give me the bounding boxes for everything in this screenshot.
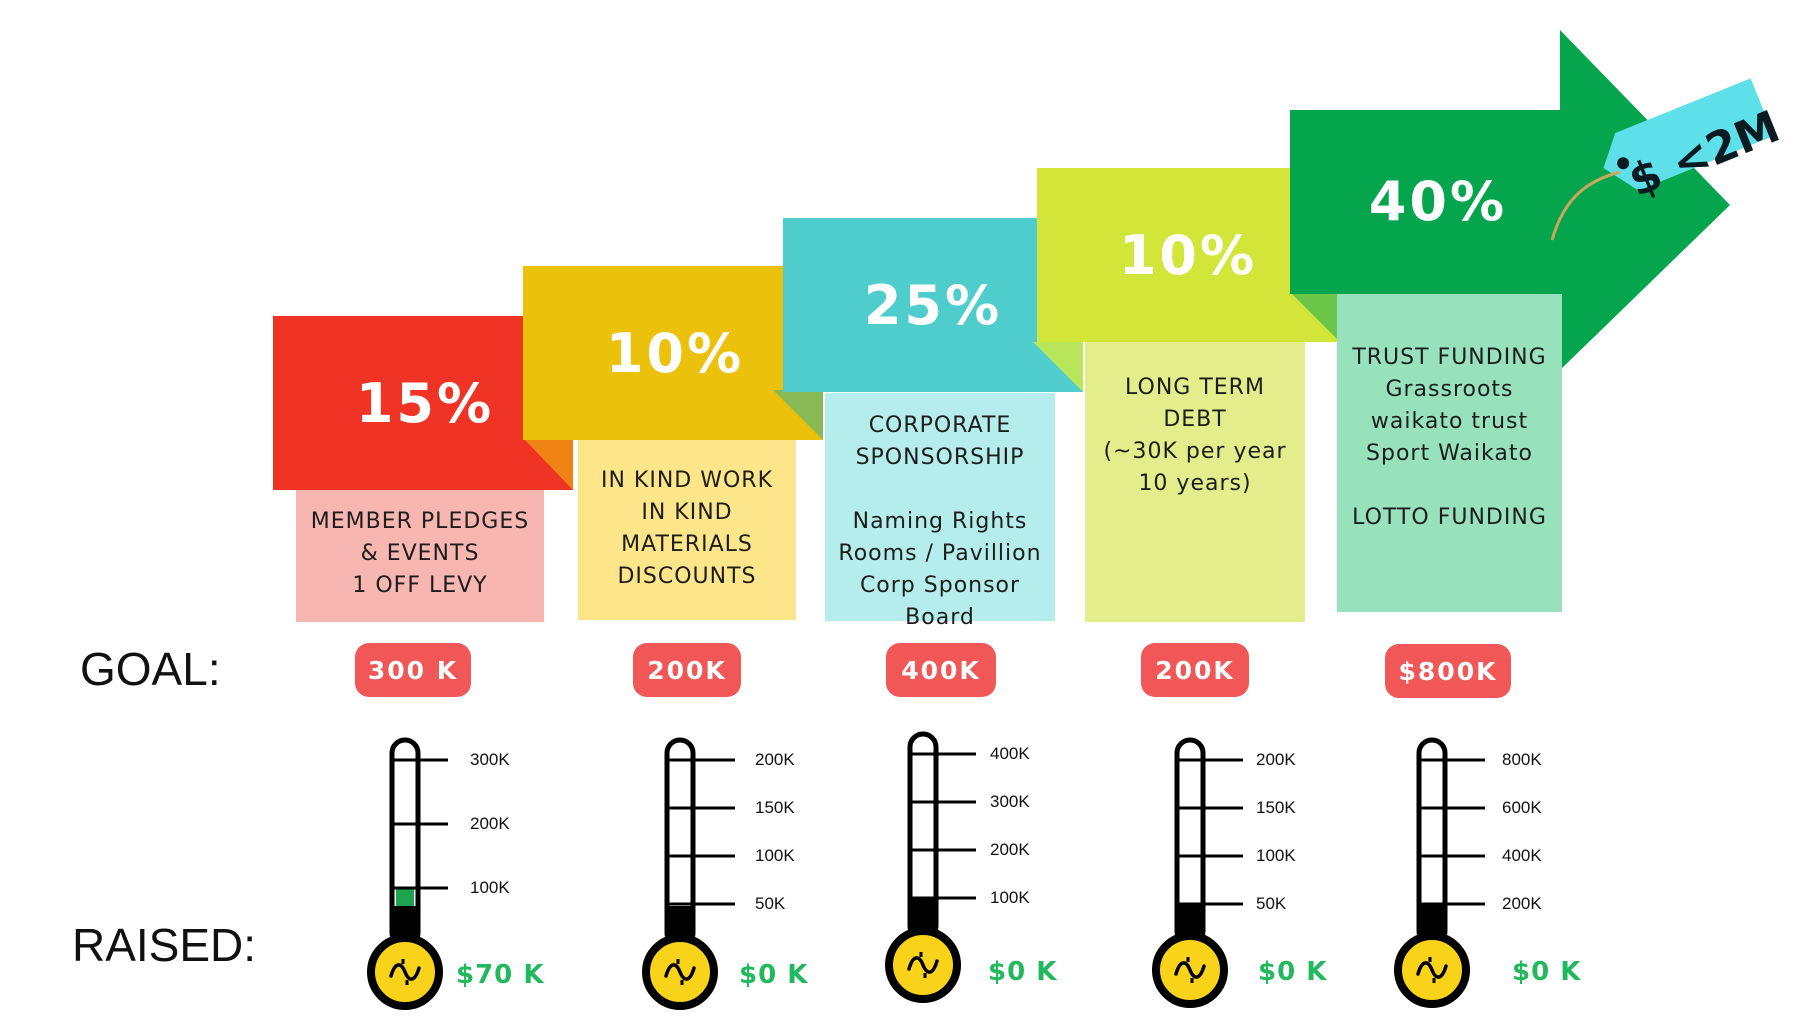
tick-label-2-3: 100K	[755, 846, 795, 865]
tick-label-1-1: 300K	[470, 750, 510, 769]
goal-pill-1: 300 K	[355, 643, 471, 697]
description-1: MEMBER PLEDGES & EVENTS 1 OFF LEVY	[310, 509, 530, 598]
raised-level-1	[396, 888, 414, 906]
fold-lime	[1290, 292, 1340, 342]
percent-1: 15%	[355, 372, 495, 435]
goal-pill-3: 400K	[886, 643, 996, 697]
step-yellow	[523, 266, 823, 440]
raised-label: RAISED:	[72, 919, 257, 971]
box-pink	[296, 490, 544, 622]
tick-label-3-4: 100K	[990, 888, 1030, 907]
dollar-icon-2	[664, 963, 696, 981]
tick-label-3-2: 300K	[990, 792, 1030, 811]
price-tag	[1603, 78, 1774, 191]
description-3: CORPORATE SPONSORSHIP Naming Rights Room…	[838, 413, 1042, 630]
percent-3: 25%	[863, 274, 1003, 337]
raised-amount-3: $0 K	[988, 957, 1058, 987]
description-5: TRUST FUNDING Grassroots waikato trust S…	[1352, 345, 1547, 530]
tick-label-2-1: 200K	[755, 750, 795, 769]
description-4: LONG TERM DEBT (~30K per year 10 years)	[1103, 375, 1287, 496]
tick-label-2-2: 150K	[755, 798, 795, 817]
tag-string	[1550, 170, 1621, 241]
dollar-icon-5	[1416, 961, 1448, 979]
tick-label-5-4: 200K	[1502, 894, 1542, 913]
raised-amount-1: $70 K	[456, 960, 545, 990]
step-lime	[1037, 168, 1337, 342]
tick-label-3-3: 200K	[990, 840, 1030, 859]
box-lightyellow	[578, 440, 796, 620]
tick-label-4-1: 200K	[1256, 750, 1296, 769]
tick-label-4-2: 150K	[1256, 798, 1296, 817]
step-green	[1290, 110, 1580, 294]
goal-pill-2: 200K	[633, 643, 741, 697]
tick-label-5-2: 600K	[1502, 798, 1542, 817]
fold-red	[523, 438, 573, 490]
dollar-icon-3	[907, 956, 939, 974]
arrow-head	[1560, 30, 1730, 370]
dollar-icon-1	[389, 963, 421, 981]
tick-label-1-3: 100K	[470, 878, 510, 897]
raised-amount-2: $0 K	[739, 960, 809, 990]
box-mint	[1337, 294, 1562, 612]
step-teal	[783, 218, 1083, 392]
goal-pill-4: 200K	[1141, 643, 1249, 697]
tick-label-5-1: 800K	[1502, 750, 1542, 769]
goal-pill-5: $800K	[1385, 644, 1511, 698]
raised-amount-4: $0 K	[1258, 957, 1328, 987]
percent-2: 10%	[605, 322, 745, 385]
percent-4: 10%	[1118, 224, 1258, 287]
tick-label-2-4: 50K	[755, 894, 786, 913]
percent-5: 40%	[1368, 170, 1508, 233]
tick-label-5-3: 400K	[1502, 846, 1542, 865]
fold-teal	[1033, 342, 1083, 392]
fold-yellow	[773, 390, 823, 440]
tick-label-1-2: 200K	[470, 814, 510, 833]
tick-label-4-3: 100K	[1256, 846, 1296, 865]
description-2: IN KIND WORK IN KIND MATERIALS DISCOUNTS	[600, 468, 774, 589]
tick-label-3-1: 400K	[990, 744, 1030, 763]
raised-amount-5: $0 K	[1512, 957, 1582, 987]
tick-label-4-4: 50K	[1256, 894, 1287, 913]
box-lightteal	[825, 393, 1055, 621]
box-lightlime	[1085, 342, 1305, 622]
dollar-icon-4	[1174, 961, 1206, 979]
goal-label: GOAL:	[80, 643, 221, 695]
